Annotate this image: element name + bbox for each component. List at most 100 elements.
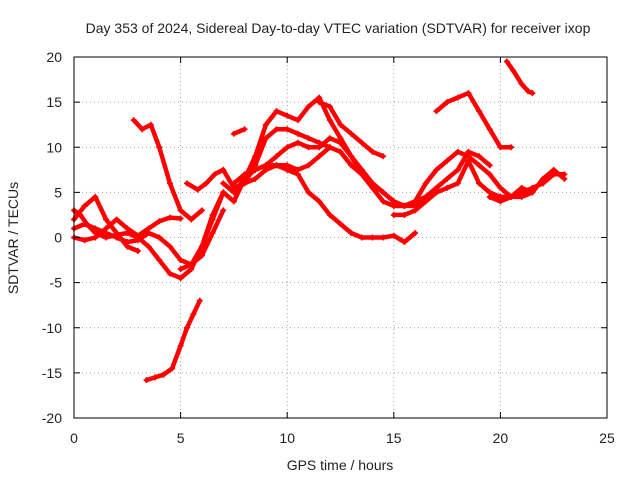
data-point: [166, 214, 173, 221]
data-point: [305, 189, 312, 196]
data-point: [486, 193, 493, 200]
data-point: [550, 166, 557, 173]
data-point: [412, 229, 419, 236]
data-point: [273, 126, 280, 133]
data-point: [465, 90, 472, 97]
data-point: [169, 365, 176, 372]
data-point: [529, 90, 536, 97]
data-point: [326, 103, 333, 110]
data-point: [102, 216, 109, 223]
y-tick-label: 20: [46, 49, 62, 65]
data-point: [152, 374, 159, 381]
data-point: [230, 198, 237, 205]
data-point: [326, 135, 333, 142]
data-point: [503, 58, 510, 65]
data-point: [348, 130, 355, 137]
data-point: [518, 193, 525, 200]
data-point: [454, 166, 461, 173]
data-point: [433, 184, 440, 191]
x-tick-label: 25: [599, 430, 615, 446]
data-point: [444, 184, 451, 191]
data-point: [316, 198, 323, 205]
data-point: [316, 144, 323, 151]
data-point: [262, 135, 269, 142]
data-point: [156, 218, 163, 225]
data-point: [390, 202, 397, 209]
series-arc-9: [177, 94, 419, 273]
data-point: [262, 121, 269, 128]
data-point: [316, 99, 323, 106]
data-point: [422, 180, 429, 187]
data-point: [241, 180, 248, 187]
data-point: [262, 162, 269, 169]
data-point: [518, 184, 525, 191]
data-point: [508, 193, 515, 200]
data-point: [454, 148, 461, 155]
y-tick-label: -5: [50, 275, 63, 291]
y-tick-label: 5: [54, 184, 62, 200]
data-point: [444, 157, 451, 164]
data-point: [113, 216, 120, 223]
data-point: [252, 166, 259, 173]
x-tick-label: 5: [177, 430, 185, 446]
data-point: [203, 180, 210, 187]
data-point: [348, 162, 355, 169]
x-tick-label: 0: [70, 430, 78, 446]
y-tick-label: 0: [54, 230, 62, 246]
data-point: [518, 81, 525, 88]
data-point: [166, 270, 173, 277]
x-tick-label: 10: [279, 430, 295, 446]
data-point: [252, 175, 259, 182]
data-point: [160, 371, 167, 378]
data-point: [188, 216, 195, 223]
data-point: [113, 231, 120, 238]
data-point: [358, 234, 365, 241]
data-point: [305, 103, 312, 110]
y-tick-label: -15: [42, 365, 62, 381]
data-point: [390, 211, 397, 218]
data-point: [486, 171, 493, 178]
data-point: [183, 324, 190, 331]
data-point: [433, 108, 440, 115]
data-point: [241, 126, 248, 133]
data-point: [380, 198, 387, 205]
x-tick-label: 15: [386, 430, 402, 446]
data-point: [525, 88, 532, 95]
series-layer: [71, 58, 568, 384]
data-point: [241, 171, 248, 178]
data-point: [220, 189, 227, 196]
x-axis-label: GPS time / hours: [287, 457, 394, 473]
data-point: [284, 112, 291, 119]
data-point: [273, 153, 280, 160]
data-point: [183, 180, 190, 187]
data-point: [380, 234, 387, 241]
data-point: [337, 220, 344, 227]
data-point: [177, 266, 184, 273]
data-point: [433, 166, 440, 173]
data-point: [510, 67, 517, 74]
data-point: [476, 153, 483, 160]
data-point: [220, 180, 227, 187]
data-point: [156, 257, 163, 264]
data-point: [145, 243, 152, 250]
data-point: [422, 193, 429, 200]
data-point: [326, 117, 333, 124]
data-point: [77, 211, 84, 218]
data-point: [294, 139, 301, 146]
data-point: [358, 166, 365, 173]
data-point: [401, 202, 408, 209]
data-point: [454, 94, 461, 101]
data-point: [177, 257, 184, 264]
data-point: [194, 186, 201, 193]
data-point: [188, 261, 195, 268]
data-point: [486, 126, 493, 133]
data-point: [508, 144, 515, 151]
data-point: [124, 229, 131, 236]
y-tick-label: -10: [42, 320, 62, 336]
data-point: [284, 126, 291, 133]
data-point: [305, 135, 312, 142]
data-point: [220, 207, 227, 214]
data-point: [92, 193, 99, 200]
series-arc-2: [71, 214, 184, 244]
chart-title: Day 353 of 2024, Sidereal Day-to-day VTE…: [86, 20, 591, 36]
